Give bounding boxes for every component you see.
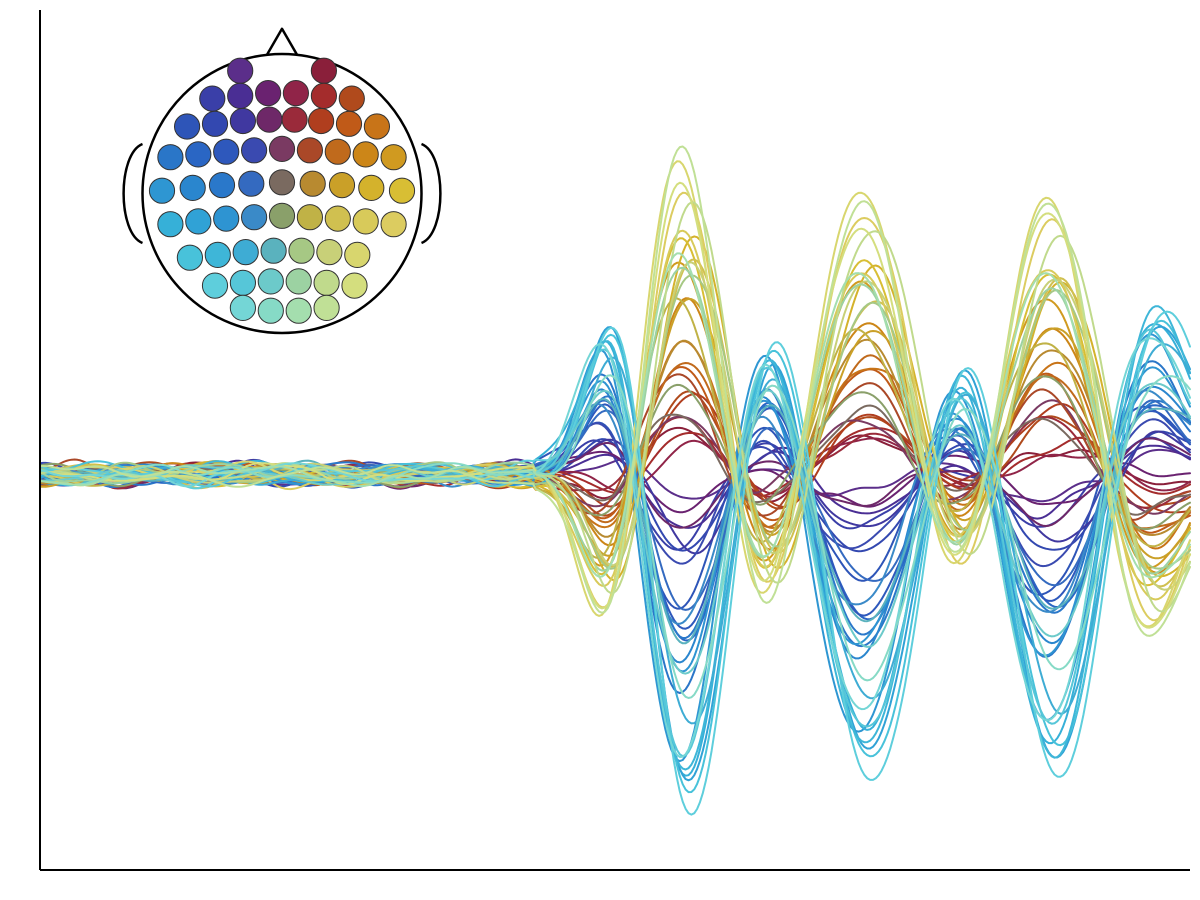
topomap-electrode xyxy=(329,173,354,198)
topomap-electrode xyxy=(239,171,264,196)
topomap-electrode xyxy=(180,175,205,200)
topomap-electrode xyxy=(200,86,225,111)
topomap-electrode xyxy=(209,173,234,198)
topomap-electrode xyxy=(389,178,414,203)
topomap-electrode xyxy=(353,209,378,234)
topomap-electrode xyxy=(269,203,294,228)
topomap-electrode xyxy=(314,295,339,320)
topomap-electrode xyxy=(283,81,308,106)
topomap-electrode xyxy=(177,245,202,270)
topomap-electrode xyxy=(256,81,281,106)
eeg-chart xyxy=(0,0,1200,900)
topomap-electrode xyxy=(325,139,350,164)
topomap-electrode xyxy=(230,108,255,133)
topomap-electrode xyxy=(202,273,227,298)
topomap-electrode xyxy=(214,139,239,164)
topomap-electrode xyxy=(269,136,294,161)
topomap-electrode xyxy=(325,206,350,231)
topomap-electrode xyxy=(345,242,370,267)
topomap-electrode xyxy=(342,273,367,298)
topomap-electrode xyxy=(230,270,255,295)
chart-svg xyxy=(0,0,1200,900)
topomap-electrode xyxy=(175,114,200,139)
topomap-electrode xyxy=(258,269,283,294)
topomap-electrode xyxy=(205,242,230,267)
topomap-electrode xyxy=(309,108,334,133)
topomap-electrode xyxy=(214,206,239,231)
topomap-electrode xyxy=(257,107,282,132)
topomap-electrode xyxy=(339,86,364,111)
topomap-electrode xyxy=(286,298,311,323)
topomap-electrode xyxy=(233,240,258,265)
topomap-electrode xyxy=(261,238,286,263)
topomap-electrode xyxy=(353,142,378,167)
topomap-electrode xyxy=(314,270,339,295)
topomap-electrode xyxy=(286,269,311,294)
topomap-electrode xyxy=(311,58,336,83)
topomap-electrode xyxy=(258,298,283,323)
topomap-electrode xyxy=(202,111,227,136)
topomap-electrode xyxy=(297,138,322,163)
topomap-electrode xyxy=(186,142,211,167)
topomap-electrode xyxy=(381,145,406,170)
topomap-electrode xyxy=(282,107,307,132)
topomap-electrode xyxy=(269,170,294,195)
topomap-electrode xyxy=(359,175,384,200)
topomap-electrode xyxy=(149,178,174,203)
topomap-electrode xyxy=(297,205,322,230)
topomap-electrode xyxy=(289,238,314,263)
topomap-electrode xyxy=(336,111,361,136)
topomap-electrode xyxy=(381,212,406,237)
topomap-electrode xyxy=(317,240,342,265)
topomap-electrode xyxy=(242,205,267,230)
topomap-electrode xyxy=(230,295,255,320)
topomap-electrode xyxy=(158,145,183,170)
topomap-electrode xyxy=(364,114,389,139)
topomap-electrode xyxy=(242,138,267,163)
topomap-electrode xyxy=(300,171,325,196)
topomap-electrode xyxy=(228,83,253,108)
topomap-electrode xyxy=(311,83,336,108)
topomap-electrode xyxy=(158,212,183,237)
topomap-electrode xyxy=(186,209,211,234)
topomap-electrode xyxy=(228,58,253,83)
